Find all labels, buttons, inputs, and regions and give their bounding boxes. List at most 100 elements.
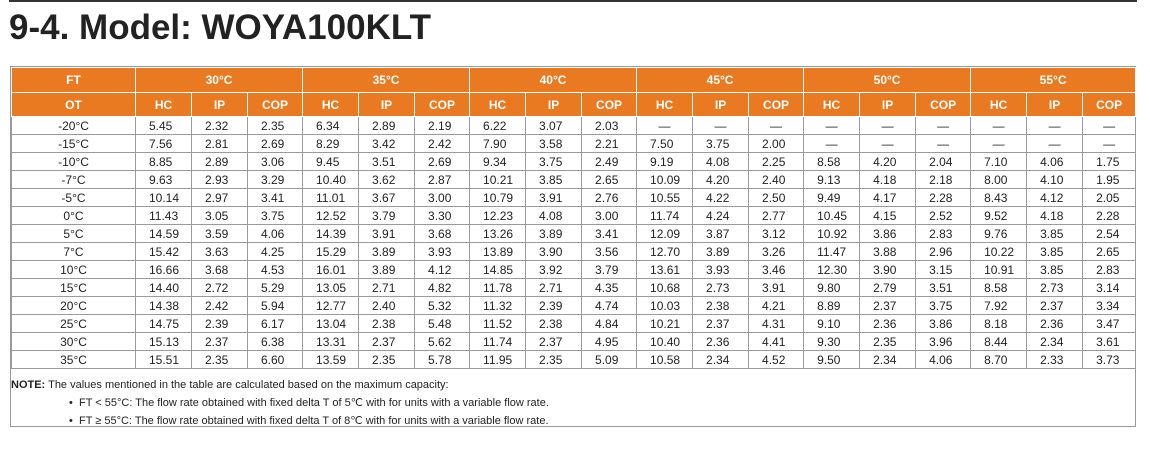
value-cell: 2.39 xyxy=(525,296,583,315)
value-cell: 10.68 xyxy=(636,278,694,297)
value-cell: 13.59 xyxy=(302,350,360,369)
ft-group-header: 50°C xyxy=(803,67,972,93)
value-cell: 3.41 xyxy=(581,224,638,243)
value-cell: 3.30 xyxy=(414,206,471,225)
value-cell: 3.90 xyxy=(525,242,583,261)
sub-header-cop: COP xyxy=(581,92,638,117)
table-row: 20°C 14.38 2.42 5.94 12.77 2.40 5.32 11.32 2.39 4… xyxy=(11,296,1137,315)
value-cell: 4.24 xyxy=(692,206,750,225)
value-cell: 2.19 xyxy=(414,116,471,135)
value-cell: 2.37 xyxy=(191,332,248,351)
value-cell: 2.35 xyxy=(525,350,583,369)
value-cell: 3.07 xyxy=(525,116,583,135)
sub-header-ip: IP xyxy=(358,92,416,117)
value-cell: 8.58 xyxy=(803,152,861,171)
ot-cell: -5°C xyxy=(11,188,136,207)
value-cell: 10.21 xyxy=(469,170,527,189)
value-cell: 11.43 xyxy=(135,206,192,225)
value-cell: 10.91 xyxy=(970,260,1028,279)
value-cell: 5.45 xyxy=(135,116,192,135)
sub-header-hc: HC xyxy=(135,92,192,117)
value-cell: — xyxy=(1026,116,1084,135)
value-cell: 9.76 xyxy=(970,224,1028,243)
value-cell: 8.29 xyxy=(302,134,360,153)
value-cell: 4.18 xyxy=(1026,206,1084,225)
ot-header: OT xyxy=(11,92,136,117)
value-cell: 3.58 xyxy=(525,134,583,153)
value-cell: 3.89 xyxy=(692,242,750,261)
value-cell: 2.65 xyxy=(581,170,638,189)
value-cell: 1.75 xyxy=(1082,152,1137,171)
notes: NOTE: The values mentioned in the table … xyxy=(11,376,1135,430)
ot-cell: -10°C xyxy=(11,152,136,171)
sub-header-hc: HC xyxy=(302,92,360,117)
value-cell: 10.21 xyxy=(636,314,694,333)
value-cell: — xyxy=(970,134,1028,153)
ot-cell: 5°C xyxy=(11,224,136,243)
value-cell: 4.06 xyxy=(1026,152,1084,171)
value-cell: 15.51 xyxy=(135,350,192,369)
value-cell: 14.59 xyxy=(135,224,192,243)
value-cell: 4.08 xyxy=(525,206,583,225)
value-cell: 14.38 xyxy=(135,296,192,315)
value-cell: 16.66 xyxy=(135,260,192,279)
value-cell: 14.40 xyxy=(135,278,192,297)
value-cell: 14.39 xyxy=(302,224,360,243)
value-cell: 4.06 xyxy=(246,224,304,243)
value-cell: 2.83 xyxy=(1082,260,1137,279)
value-cell: 8.00 xyxy=(970,170,1028,189)
value-cell: 15.13 xyxy=(135,332,192,351)
value-cell: 2.79 xyxy=(859,278,917,297)
ot-cell: 20°C xyxy=(11,296,136,315)
header-row-ft: FT 30°C 35°C 40°C 45°C 50°C 55°C xyxy=(11,67,1137,93)
value-cell: 13.61 xyxy=(636,260,694,279)
table-row: 7°C 15.42 3.63 4.25 15.29 3.89 3.93 13.89 3.90 3.… xyxy=(11,242,1137,261)
sub-header-ip: IP xyxy=(859,92,917,117)
ot-cell: 10°C xyxy=(11,260,136,279)
value-cell: 2.87 xyxy=(414,170,471,189)
value-cell: 2.37 xyxy=(859,296,917,315)
value-cell: 3.85 xyxy=(525,170,583,189)
ot-cell: 25°C xyxy=(11,314,136,333)
value-cell: 2.72 xyxy=(191,278,248,297)
value-cell: 3.89 xyxy=(525,224,583,243)
ot-cell: -20°C xyxy=(11,116,136,135)
value-cell: 2.71 xyxy=(358,278,416,297)
value-cell: — xyxy=(748,116,805,135)
ot-cell: 35°C xyxy=(11,350,136,369)
value-cell: 2.03 xyxy=(581,116,638,135)
value-cell: 7.90 xyxy=(469,134,527,153)
note-bullet: • FT ≥ 55°C: The flow rate obtained with… xyxy=(69,415,549,427)
value-cell: 9.80 xyxy=(803,278,861,297)
ot-cell: 30°C xyxy=(11,332,136,351)
value-cell: 8.43 xyxy=(970,188,1028,207)
value-cell: 11.52 xyxy=(469,314,527,333)
value-cell: 15.42 xyxy=(135,242,192,261)
value-cell: 3.91 xyxy=(358,224,416,243)
value-cell: 6.38 xyxy=(246,332,304,351)
value-cell: 2.83 xyxy=(915,224,972,243)
value-cell: 4.06 xyxy=(915,350,972,369)
value-cell: 10.40 xyxy=(302,170,360,189)
value-cell: 2.05 xyxy=(1082,188,1137,207)
value-cell: 5.48 xyxy=(414,314,471,333)
value-cell: — xyxy=(803,116,861,135)
value-cell: 8.89 xyxy=(803,296,861,315)
value-cell: 12.52 xyxy=(302,206,360,225)
value-cell: 11.32 xyxy=(469,296,527,315)
value-cell: 8.58 xyxy=(970,278,1028,297)
sub-header-ip: IP xyxy=(525,92,583,117)
value-cell: 3.68 xyxy=(191,260,248,279)
value-cell: 10.03 xyxy=(636,296,694,315)
performance-table: FT 30°C 35°C 40°C 45°C 50°C 55°C OT HC IP… xyxy=(11,67,1137,369)
value-cell: 3.88 xyxy=(859,242,917,261)
table-row: 30°C 15.13 2.37 6.38 13.31 2.37 5.62 11.74 2.37 4… xyxy=(11,332,1137,351)
value-cell: 7.50 xyxy=(636,134,694,153)
value-cell: 10.22 xyxy=(970,242,1028,261)
value-cell: 3.61 xyxy=(1082,332,1137,351)
value-cell: 2.37 xyxy=(692,314,750,333)
value-cell: 3.73 xyxy=(1082,350,1137,369)
value-cell: 4.41 xyxy=(748,332,805,351)
value-cell: 7.10 xyxy=(970,152,1028,171)
value-cell: 6.22 xyxy=(469,116,527,135)
